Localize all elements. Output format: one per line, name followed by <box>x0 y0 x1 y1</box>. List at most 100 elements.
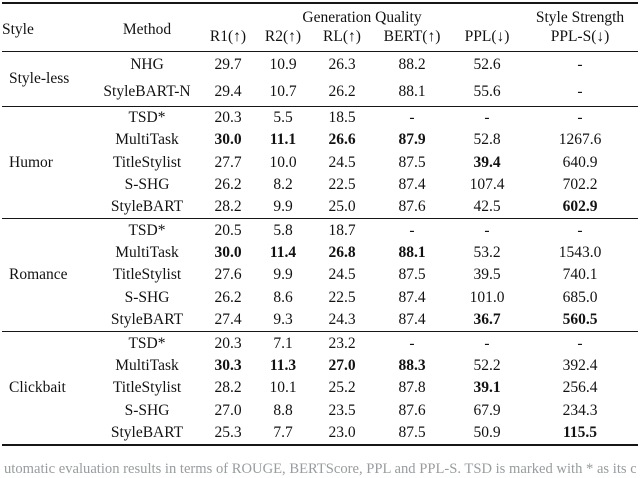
method-cell: MultiTask <box>115 356 179 374</box>
value-cell: 20.3 <box>202 105 254 129</box>
value-cell: 29.7 <box>202 50 254 79</box>
value-cell: 602.9 <box>562 198 598 216</box>
col-header-method: Method <box>122 21 172 38</box>
method-cell: TSD* <box>92 105 202 129</box>
value-cell: 42.5 <box>473 198 501 216</box>
group-header-style-strength: Style Strength <box>535 9 625 26</box>
method-cell: StyleBART <box>110 424 184 441</box>
value-cell: 8.2 <box>273 175 293 193</box>
group-header-generation-quality: Generation Quality <box>302 9 422 26</box>
value-cell: 25.2 <box>328 379 356 397</box>
value-cell: - <box>522 218 639 242</box>
value-cell: 87.6 <box>398 198 426 216</box>
table-header: Style Method Generation Quality Style St… <box>2 3 638 52</box>
value-cell: - <box>372 105 452 129</box>
section-style-less: Style-less NHG 29.7 10.9 26.3 88.2 52.6 … <box>2 50 639 107</box>
value-cell: 26.3 <box>312 50 372 79</box>
value-cell: 87.4 <box>398 311 426 329</box>
value-cell: 27.0 <box>214 401 242 419</box>
value-cell: 39.5 <box>473 266 501 284</box>
table-row: S-SHG 27.0 8.8 23.5 87.6 67.9 234.3 <box>2 399 638 421</box>
value-cell: - <box>522 105 639 129</box>
value-cell: 702.2 <box>562 175 598 193</box>
value-cell: 101.0 <box>469 288 505 306</box>
value-cell: 87.9 <box>398 131 426 149</box>
table-row: StyleBART 27.4 9.3 24.3 87.4 36.7 560.5 <box>2 309 638 332</box>
value-cell: 10.7 <box>269 83 297 101</box>
style-label: Romance <box>2 218 92 332</box>
value-cell: 11.1 <box>269 131 297 149</box>
section-romance: Romance TSD* 20.5 5.8 18.7 - - - MultiTa… <box>2 218 639 332</box>
value-cell: 36.7 <box>473 311 501 329</box>
value-cell: 8.6 <box>273 288 293 306</box>
value-cell: 10.9 <box>254 50 312 79</box>
table-row: Romance TSD* 20.5 5.8 18.7 - - - <box>2 218 639 332</box>
value-cell: 24.5 <box>328 266 356 284</box>
value-cell: 52.2 <box>473 356 501 374</box>
table-row: MultiTask 30.0 11.1 26.6 87.9 52.8 1267.… <box>2 129 638 151</box>
value-cell: 55.6 <box>473 83 501 101</box>
value-cell: 87.4 <box>398 288 426 306</box>
table-row: StyleBART 28.2 9.9 25.0 87.6 42.5 602.9 <box>2 196 638 219</box>
value-cell: 88.2 <box>372 50 452 79</box>
method-cell: StyleBART <box>110 311 184 329</box>
value-cell: - <box>452 218 523 242</box>
table-row: Style-less NHG 29.7 10.9 26.3 88.2 52.6 … <box>2 50 639 107</box>
section-clickbait: Clickbait TSD* 20.3 7.1 23.2 - - - Multi… <box>2 331 639 446</box>
value-cell: 87.5 <box>398 424 426 441</box>
value-cell: 5.5 <box>254 105 312 129</box>
method-cell: MultiTask <box>115 244 179 261</box>
value-cell: 107.4 <box>469 175 505 193</box>
value-cell: 7.1 <box>254 331 312 355</box>
method-cell: S-SHG <box>124 175 170 193</box>
col-header-ppl: PPL(↓) <box>464 28 510 45</box>
method-cell: TitleStylist <box>112 153 182 171</box>
col-header-r2: R2(↑) <box>264 28 302 45</box>
value-cell: 87.5 <box>398 266 426 284</box>
caption-partial: utomatic evaluation results in terms of … <box>4 461 636 477</box>
method-cell: S-SHG <box>124 288 170 306</box>
table-row: TitleStylist 28.2 10.1 25.2 87.8 39.1 25… <box>2 377 638 399</box>
value-cell: - <box>372 218 452 242</box>
value-cell: 1267.6 <box>558 131 602 149</box>
value-cell: 115.5 <box>563 424 598 441</box>
method-cell: S-SHG <box>124 401 170 419</box>
style-label: Humor <box>2 105 92 219</box>
value-cell: 87.6 <box>398 401 426 419</box>
table-row: StyleBART-N 29.4 10.7 26.2 88.1 55.6 - <box>2 79 638 106</box>
section-humor: Humor TSD* 20.3 5.5 18.5 - - - MultiTask… <box>2 105 639 219</box>
value-cell: 9.9 <box>273 266 293 284</box>
value-cell: 27.0 <box>328 356 356 374</box>
value-cell: 10.0 <box>269 153 297 171</box>
value-cell: 27.7 <box>214 153 242 171</box>
col-header-style: Style <box>2 21 34 38</box>
value-cell: 87.5 <box>398 153 426 171</box>
style-label: Clickbait <box>2 331 92 446</box>
value-cell: 67.9 <box>473 401 501 419</box>
value-cell: 53.2 <box>473 244 501 261</box>
value-cell: 640.9 <box>562 153 598 171</box>
table-row: TitleStylist 27.7 10.0 24.5 87.5 39.4 64… <box>2 151 638 173</box>
value-cell: - <box>577 83 583 101</box>
value-cell: 23.2 <box>312 331 372 355</box>
value-cell: 27.4 <box>214 311 242 329</box>
value-cell: 26.2 <box>328 83 356 101</box>
value-cell: 392.4 <box>562 356 598 374</box>
value-cell: 11.3 <box>269 356 297 374</box>
value-cell: 5.8 <box>254 218 312 242</box>
value-cell: 560.5 <box>562 311 598 329</box>
method-cell: TSD* <box>92 218 202 242</box>
method-cell: MultiTask <box>115 131 179 149</box>
value-cell: 24.3 <box>328 311 356 329</box>
value-cell: 26.8 <box>328 244 356 261</box>
value-cell: 87.4 <box>398 175 426 193</box>
value-cell: - <box>372 331 452 355</box>
value-cell: 87.8 <box>398 379 426 397</box>
col-header-bert: BERT(↑) <box>383 28 441 45</box>
value-cell: 39.4 <box>473 153 501 171</box>
value-cell: 20.3 <box>202 331 254 355</box>
value-cell: 25.0 <box>328 198 356 216</box>
value-cell: 27.6 <box>214 266 242 284</box>
value-cell: 52.8 <box>473 131 501 149</box>
table-row: S-SHG 26.2 8.2 22.5 87.4 107.4 702.2 <box>2 174 638 196</box>
